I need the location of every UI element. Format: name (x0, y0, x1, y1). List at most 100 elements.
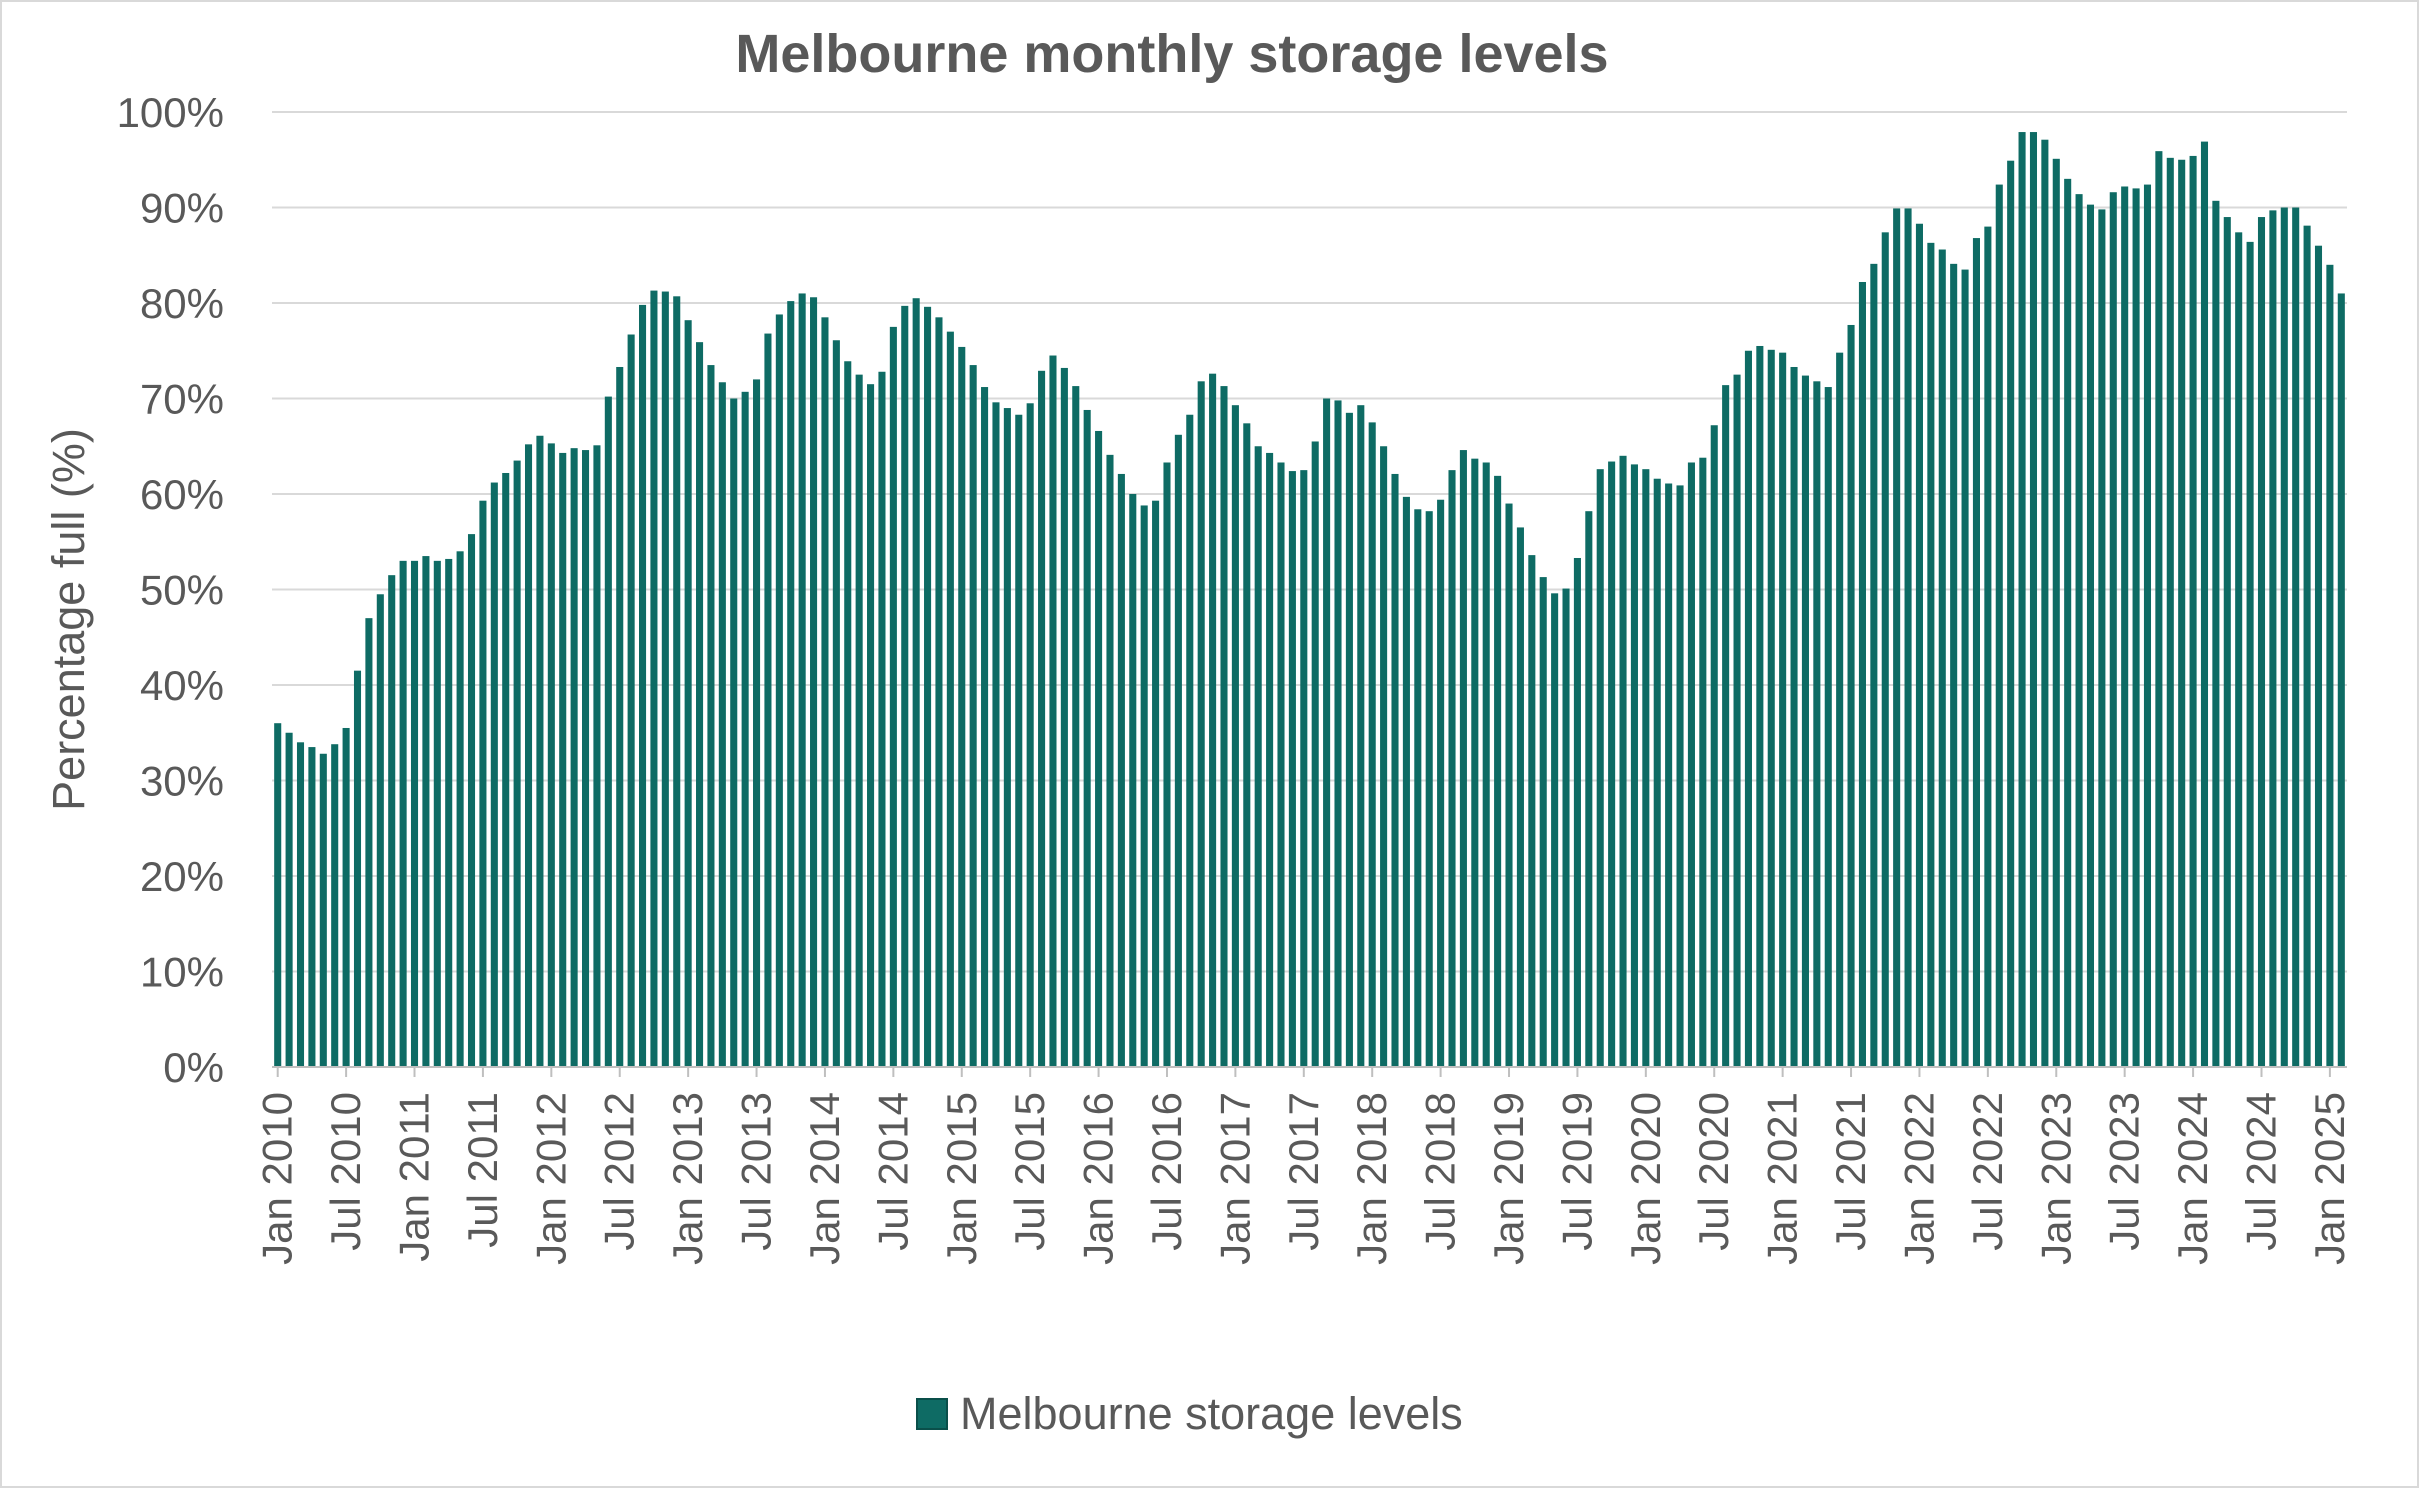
bar (1414, 509, 1422, 1067)
y-tick-label: 40% (140, 662, 224, 709)
y-tick-label: 100% (117, 89, 224, 136)
bar (582, 450, 590, 1067)
y-axis-label: Percentage full (%) (43, 428, 94, 811)
bar (1699, 457, 1707, 1068)
bar (1083, 409, 1091, 1068)
bar (718, 382, 726, 1067)
bar (1596, 469, 1604, 1067)
bar (1026, 403, 1034, 1067)
bar (1174, 434, 1182, 1067)
x-tick-label: Jul 2023 (2101, 1092, 2148, 1251)
x-tick-label: Jul 2019 (1553, 1092, 1600, 1251)
bar (2314, 245, 2323, 1067)
x-tick-label: Jan 2024 (2169, 1092, 2216, 1265)
bar (1904, 208, 1912, 1067)
bar (1197, 381, 1205, 1067)
x-tick-label: Jan 2012 (527, 1092, 574, 1265)
bar (741, 391, 749, 1067)
bar (1790, 366, 1798, 1067)
x-tick-label: Jan 2013 (664, 1092, 711, 1265)
bar (627, 334, 635, 1067)
bar (684, 320, 692, 1067)
x-tick-label: Jul 2012 (596, 1092, 643, 1251)
y-tick-label: 70% (140, 376, 224, 423)
y-tick-label: 50% (140, 567, 224, 614)
bar (2212, 200, 2220, 1067)
bar (775, 314, 783, 1068)
bar-series-melbourne-storage-levels (274, 132, 2345, 1068)
bar (1733, 374, 1741, 1068)
y-tick-label: 20% (140, 853, 224, 900)
bar (787, 301, 795, 1068)
bar (832, 340, 840, 1067)
bar (502, 472, 510, 1067)
bar (1710, 425, 1718, 1067)
bar (1163, 462, 1171, 1067)
bar (844, 361, 852, 1067)
bar (2143, 184, 2152, 1067)
bar (1893, 208, 1901, 1067)
bar (1927, 242, 1935, 1068)
bar (2223, 217, 2231, 1068)
bar (1140, 505, 1148, 1068)
bar (1186, 414, 1194, 1067)
bar (513, 460, 521, 1068)
bar (1585, 511, 1593, 1067)
bar (821, 317, 829, 1067)
x-tick-label: Jan 2011 (391, 1092, 438, 1262)
bar (2075, 194, 2083, 1067)
bar (331, 744, 339, 1067)
bar (536, 435, 544, 1067)
bar (867, 384, 875, 1067)
bar (433, 560, 441, 1067)
bar (1129, 494, 1137, 1067)
x-tick-label: Jul 2020 (1690, 1092, 1737, 1251)
bar (1152, 500, 1160, 1067)
bar (1380, 446, 1388, 1067)
bar (889, 326, 897, 1068)
bar (1756, 345, 1764, 1068)
bar (2337, 293, 2345, 1067)
x-tick-label: Jan 2021 (1759, 1092, 1806, 1265)
bar (1254, 446, 1262, 1067)
bar (1209, 373, 1217, 1067)
bar (1528, 555, 1536, 1067)
bar (1619, 455, 1627, 1067)
bar (2189, 155, 2197, 1067)
bar (1231, 405, 1239, 1067)
bar (479, 500, 487, 1067)
bar (1060, 367, 1068, 1067)
bar (2326, 264, 2334, 1067)
y-tick-label: 60% (140, 471, 224, 518)
bar (1243, 423, 1251, 1068)
x-tick-label: Jul 2016 (1143, 1092, 1190, 1251)
bar (1391, 473, 1399, 1067)
bar (1334, 400, 1342, 1067)
bar (490, 482, 498, 1067)
y-tick-label: 80% (140, 280, 224, 327)
bar (1984, 226, 1992, 1068)
bar (1573, 557, 1581, 1067)
bar (1870, 263, 1878, 1068)
bar (1915, 223, 1923, 1068)
bar (1494, 475, 1502, 1067)
bar (2246, 241, 2254, 1067)
bar (2018, 132, 2026, 1068)
bar (1630, 464, 1638, 1067)
bar (1779, 352, 1787, 1067)
x-tick-label: Jul 2013 (733, 1092, 780, 1251)
bar (650, 290, 658, 1068)
x-tick-label: Jan 2014 (801, 1092, 848, 1265)
bar (901, 305, 909, 1067)
bar (2064, 178, 2072, 1068)
y-tick-label: 30% (140, 758, 224, 805)
bar (1972, 238, 1980, 1067)
x-tick-label: Jan 2010 (254, 1092, 301, 1265)
bar (981, 387, 989, 1067)
bar (730, 398, 738, 1067)
bar (1368, 422, 1376, 1068)
bar (593, 445, 601, 1067)
bar (992, 402, 1000, 1067)
bar (604, 396, 612, 1068)
bar (1824, 387, 1832, 1067)
